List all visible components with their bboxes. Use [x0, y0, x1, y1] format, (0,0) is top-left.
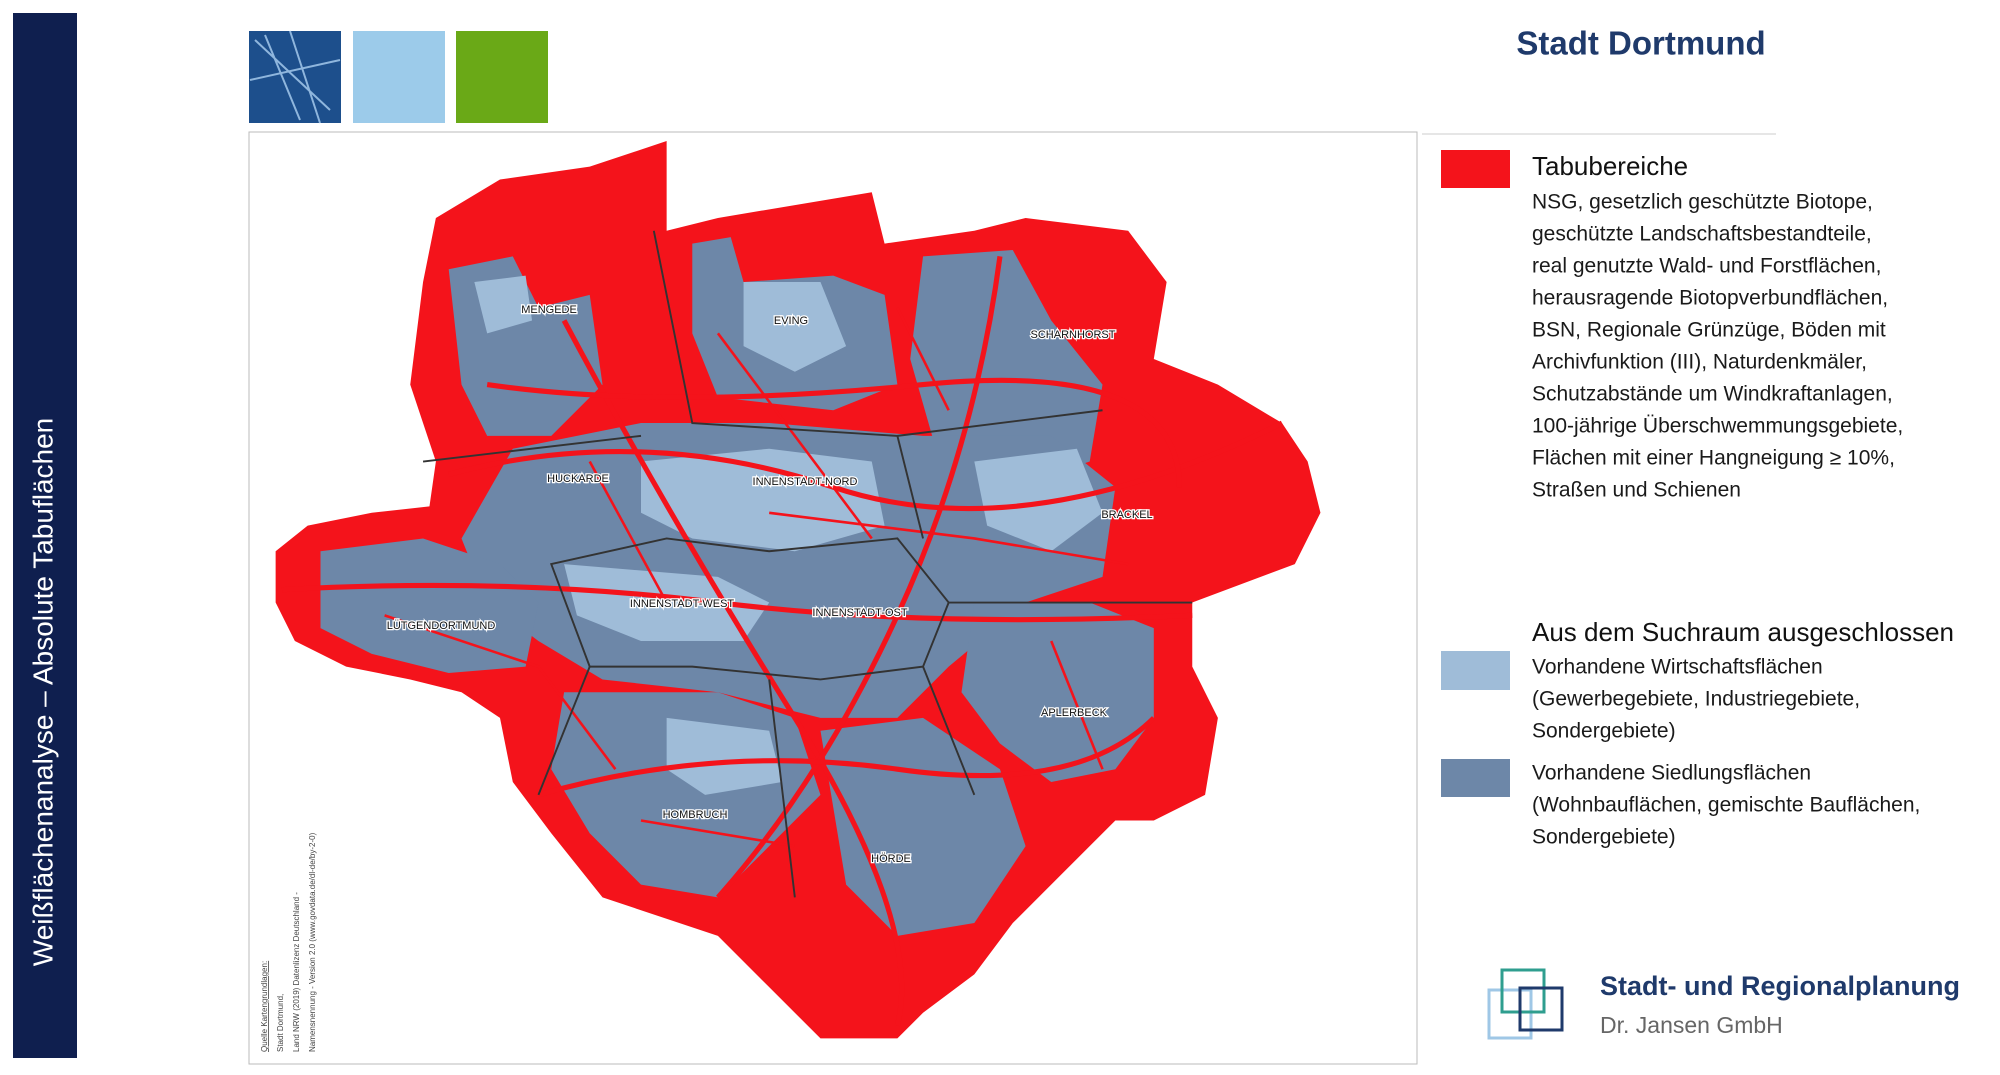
district-label: INNENSTADT-NORD — [753, 476, 858, 488]
legend-line: (Gewerbegebiete, Industriegebiete, — [1532, 688, 1860, 711]
district-label: HUCKARDE — [547, 473, 609, 485]
commercial-area — [743, 282, 847, 372]
district-label: APLERBECK — [1041, 707, 1108, 719]
district-label: HOMBRUCH — [663, 809, 728, 821]
sidebar-title: Weißflächenanalyse – Absolute Tabufläche… — [27, 418, 58, 966]
legend-line: geschützte Landschaftsbestandteile, — [1532, 223, 1872, 246]
district-label: HÖRDE — [871, 853, 911, 865]
legend-line: Sondergebiete) — [1532, 826, 1676, 849]
header-tile — [456, 31, 548, 123]
sidebar — [13, 13, 77, 1058]
legend-line: herausragende Biotopverbundflächen, — [1532, 287, 1888, 310]
legend-swatch — [1441, 759, 1510, 797]
roads — [281, 256, 1284, 1027]
logo-square — [1487, 988, 1533, 1040]
source-line: Stadt Dortmund, — [276, 994, 285, 1052]
minor-roads — [384, 307, 1129, 848]
legend-title: Aus dem Suchraum ausgeschlossen — [1532, 617, 1954, 647]
settlement-area — [320, 538, 539, 674]
legend-line: Archivfunktion (III), Naturdenkmäler, — [1532, 351, 1867, 374]
legend-line: Straßen und Schienen — [1532, 479, 1741, 502]
district-label: BRACKEL — [1101, 509, 1152, 521]
legend-line: Flächen mit einer Hangneigung ≥ 10%, — [1532, 447, 1895, 470]
logo-square — [1500, 968, 1546, 1014]
commercial-area — [974, 448, 1103, 552]
header-title: Stadt Dortmund — [1516, 25, 1765, 62]
settlement-area — [961, 602, 1154, 783]
map-source: Quelle Kartengrundlagen: Stadt Dortmund,… — [260, 832, 317, 1052]
logo-square — [1518, 986, 1564, 1032]
source-line: Land NRW (2019) Datenlizenz Deutschland … — [292, 892, 301, 1052]
header-tile — [353, 31, 445, 123]
legend-line: Vorhandene Siedlungsflächen — [1532, 762, 1811, 785]
legend-swatch — [1441, 150, 1510, 188]
district-label: INNENSTADT-OST — [812, 607, 907, 619]
legend-line: 100-jährige Überschwemmungsgebiete, — [1532, 415, 1903, 438]
logo-company: Dr. Jansen GmbH — [1600, 1012, 1783, 1038]
legend-line: NSG, gesetzlich geschützte Biotope, — [1532, 191, 1873, 214]
legend-line: real genutzte Wald- und Forstflächen, — [1532, 255, 1881, 278]
district-label: EVING — [774, 315, 808, 327]
district-borders — [422, 230, 1193, 898]
legend-line: Schutzabstände um Windkraftanlagen, — [1532, 383, 1893, 406]
legend-line: Sondergebiete) — [1532, 720, 1676, 743]
map — [275, 141, 1321, 1039]
settlement-area — [820, 717, 1026, 936]
logo-name: Stadt- und Regionalplanung — [1600, 971, 1960, 1001]
settlement-area — [461, 423, 1116, 718]
district-labels: MENGEDE EVING SCHARNHORST INNENSTADT-NOR… — [385, 303, 1153, 867]
legend-line: (Wohnbauflächen, gemischte Bauflächen, — [1532, 794, 1920, 817]
source-line: Namensnennung - Version 2.0 (www.govdata… — [308, 832, 317, 1052]
legend-title: Tabubereiche — [1532, 151, 1688, 181]
legend-line: BSN, Regionale Grünzüge, Böden mit — [1532, 319, 1886, 342]
legend-description: NSG, gesetzlich geschützte Biotope, gesch… — [1532, 191, 1903, 502]
legend-swatch — [1441, 651, 1510, 690]
district-label: SCHARNHORST — [1031, 329, 1116, 341]
commercial-area — [666, 717, 783, 795]
district-label: MENGEDE — [521, 304, 577, 316]
commercial-area — [474, 275, 533, 334]
legend-line: Vorhandene Wirtschaftsflächen — [1532, 656, 1823, 679]
district-label: INNENSTADT-WEST — [630, 598, 735, 610]
legend-description: Vorhandene Wirtschaftsflächen (Gewerbegeb… — [1532, 656, 1920, 849]
source-line: Quelle Kartengrundlagen: — [260, 961, 269, 1052]
header-tile-pattern — [249, 30, 341, 124]
logo — [1487, 968, 1564, 1040]
district-label: LÜTGENDORTMUND — [387, 620, 496, 632]
